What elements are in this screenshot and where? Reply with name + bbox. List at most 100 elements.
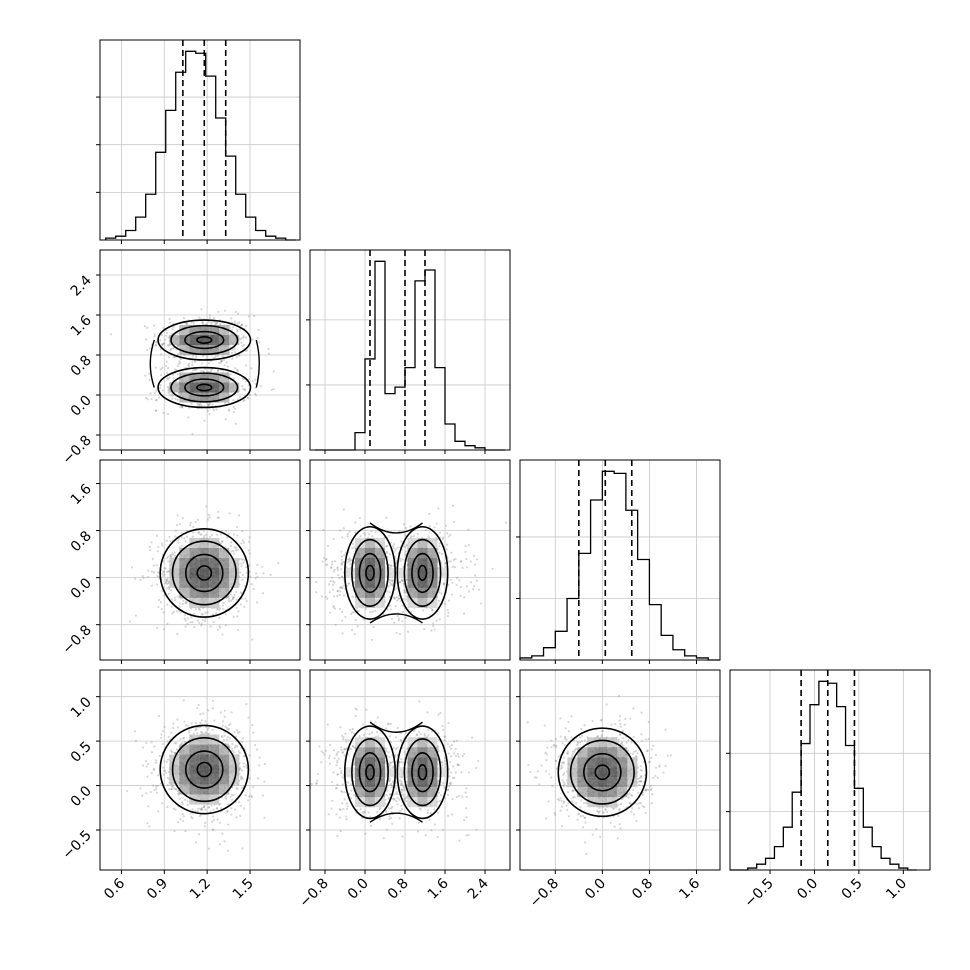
scatter-point: [236, 525, 239, 529]
scatter-point: [216, 321, 219, 325]
scatter-point: [459, 594, 462, 598]
scatter-point: [378, 807, 382, 810]
density-cell: [179, 774, 190, 785]
scatter-point: [331, 560, 334, 563]
scatter-point: [198, 403, 201, 406]
scatter-point: [248, 377, 251, 381]
scatter-point: [176, 539, 180, 542]
scatter-point: [182, 815, 185, 818]
scatter-point: [219, 359, 223, 363]
scatter-point: [166, 582, 169, 585]
scatter-point: [240, 323, 243, 327]
scatter-point: [456, 753, 460, 756]
scatter-point: [231, 326, 235, 329]
scatter-point: [251, 380, 254, 383]
scatter-point: [399, 779, 402, 782]
density-cell: [407, 547, 418, 558]
scatter-point: [195, 368, 198, 371]
scatter-point: [155, 398, 158, 401]
scatter-point: [245, 703, 248, 706]
scatter-point: [191, 531, 195, 534]
scatter-point: [344, 738, 348, 741]
density-cell: [189, 567, 200, 578]
scatter-point: [347, 582, 351, 585]
scatter-point: [206, 355, 209, 358]
scatter-point: [253, 314, 256, 318]
scatter-point: [258, 756, 261, 759]
scatter-point: [239, 591, 242, 594]
scatter-point: [369, 815, 372, 818]
scatter-point: [174, 368, 177, 371]
scatter-point: [464, 545, 467, 548]
density-cell: [355, 757, 365, 768]
scatter-point: [170, 787, 173, 791]
scatter-point: [192, 322, 195, 325]
scatter-point: [400, 808, 403, 811]
scatter-point: [426, 711, 429, 714]
scatter-point: [341, 586, 344, 590]
scatter-point: [212, 620, 215, 624]
density-cell: [407, 757, 418, 768]
scatter-point: [465, 807, 468, 810]
scatter-point: [202, 712, 205, 715]
scatter-point: [399, 810, 402, 813]
scatter-point: [467, 528, 470, 531]
scatter-point: [438, 551, 441, 554]
scatter-point: [186, 323, 189, 326]
scatter-point: [391, 545, 395, 548]
scatter-point: [215, 533, 219, 536]
scatter-point: [338, 816, 341, 819]
scatter-point: [328, 591, 331, 594]
scatter-point: [399, 559, 402, 562]
scatter-point: [235, 546, 238, 549]
scatter-point: [181, 602, 184, 605]
scatter-point: [235, 590, 238, 594]
pair-panel-frame: [99, 669, 301, 871]
scatter-point: [336, 759, 339, 762]
scatter-point: [340, 789, 343, 793]
scatter-point: [389, 793, 392, 796]
density-cell: [385, 567, 395, 578]
scatter-point: [445, 548, 448, 551]
density-cell: [179, 557, 190, 568]
density-cell: [375, 557, 385, 568]
scatter-point: [185, 601, 188, 604]
scatter-point: [162, 326, 165, 330]
scatter-point: [418, 807, 421, 810]
scatter-point: [307, 612, 309, 614]
scatter-point: [435, 522, 438, 525]
scatter-point: [430, 829, 433, 832]
scatter-point: [160, 607, 163, 611]
scatter-point: [384, 545, 388, 548]
scatter-point: [334, 623, 337, 626]
scatter-point: [337, 757, 340, 760]
scatter-point: [322, 556, 326, 560]
scatter-point: [465, 557, 468, 561]
density-cell: [209, 754, 220, 765]
density-cell: [189, 335, 200, 345]
density-cell: [355, 787, 365, 798]
scatter-point: [207, 362, 210, 365]
scatter-point: [201, 354, 205, 357]
scatter-point: [336, 569, 339, 572]
density-cell: [375, 797, 385, 808]
scatter-point: [591, 833, 594, 836]
scatter-point: [211, 707, 214, 710]
scatter-point: [217, 516, 220, 519]
scatter-point: [332, 604, 335, 608]
scatter-point: [195, 355, 198, 358]
scatter-point: [248, 552, 251, 555]
scatter-point: [399, 783, 403, 787]
scatter-point: [347, 560, 350, 564]
scatter-point: [451, 776, 454, 780]
scatter-point: [333, 595, 336, 598]
scatter-point: [390, 822, 394, 825]
density-contour: [184, 553, 224, 593]
density-cell: [407, 777, 418, 788]
scatter-point: [171, 598, 174, 601]
scatter-point: [392, 780, 395, 784]
scatter-point: [241, 344, 244, 348]
scatter-point: [564, 736, 567, 739]
scatter-point: [562, 756, 566, 759]
scatter-point: [167, 570, 170, 573]
